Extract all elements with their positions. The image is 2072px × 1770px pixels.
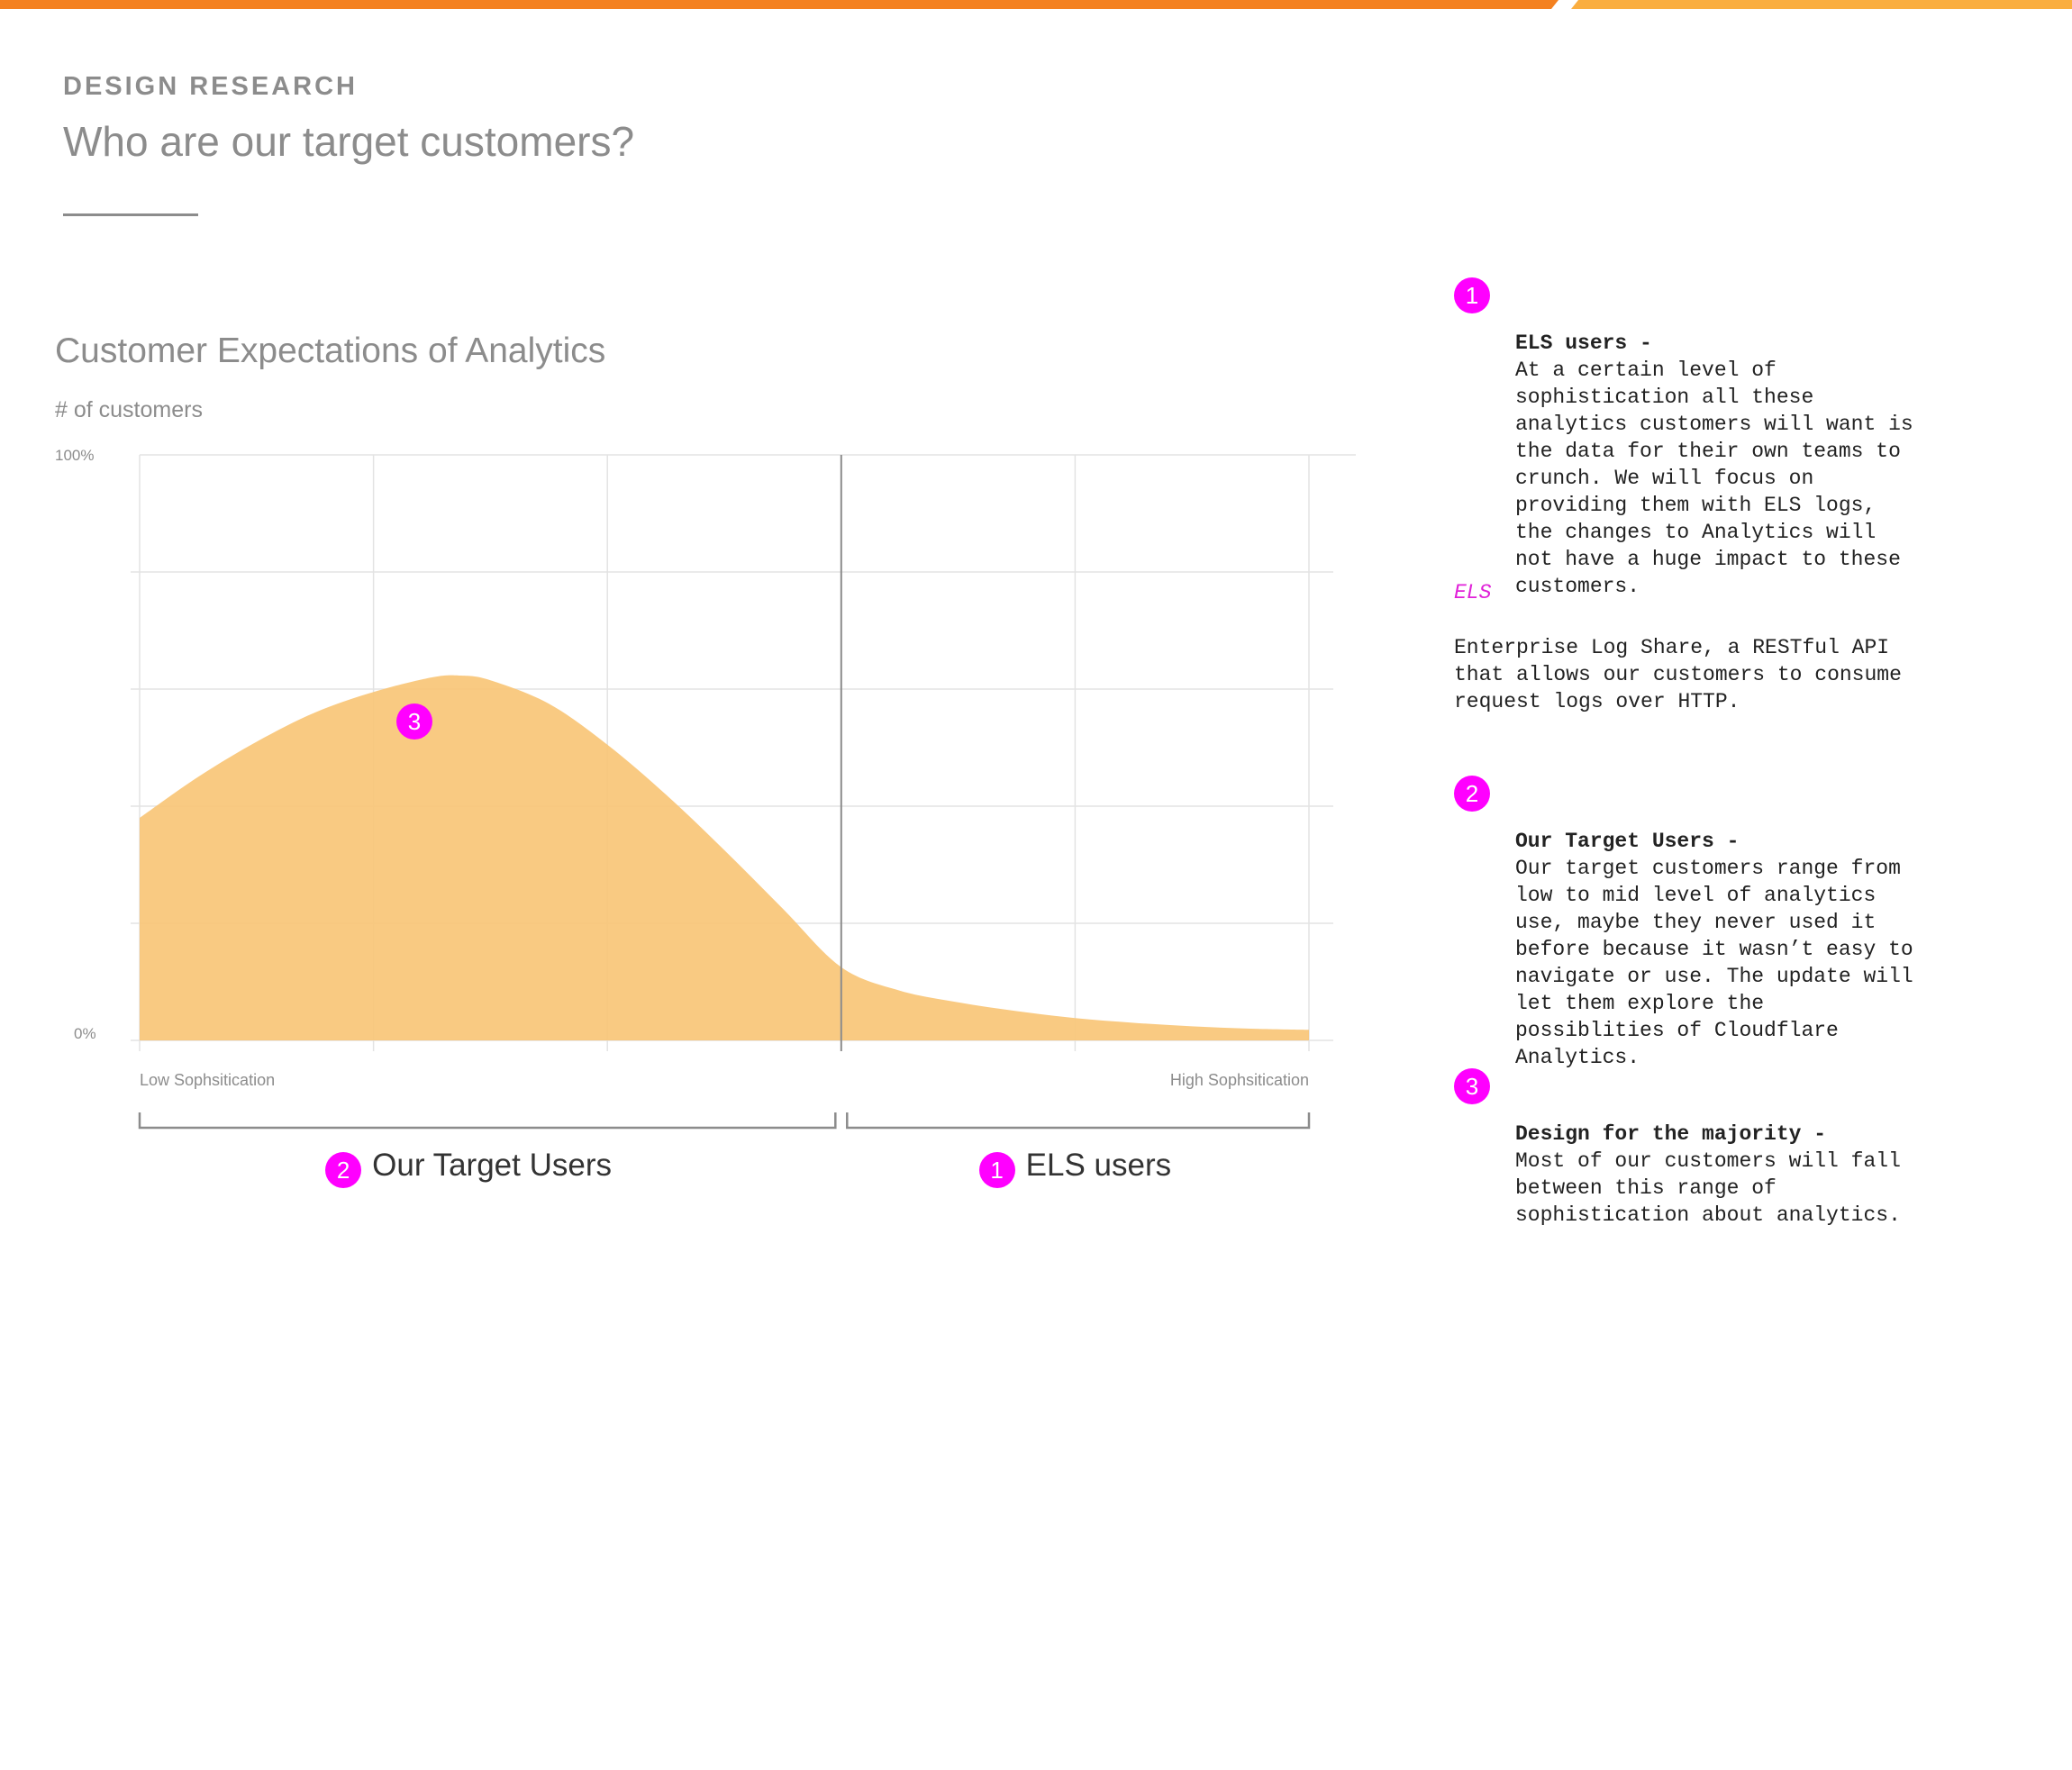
note-heading: Design for the majority - — [1515, 1122, 1827, 1146]
range-label: Our Target Users — [372, 1148, 612, 1183]
range-badge: 1 — [978, 1152, 1015, 1188]
top-accent-bar-light — [1571, 0, 2072, 9]
section-eyebrow: DESIGN RESEARCH — [63, 72, 358, 101]
note-body: Design for the majority - Most of our cus… — [1515, 1067, 1993, 1256]
note-heading: Our Target Users - — [1515, 830, 1740, 853]
note-badge: 3 — [1454, 1068, 1490, 1104]
x-tick-label-low: Low Sophsitication — [140, 1071, 275, 1089]
title-underline — [63, 213, 198, 216]
y-tick-label-bottom: 0% — [74, 1025, 96, 1042]
note-body: ELS users - At a certain level of sophist… — [1515, 276, 1993, 627]
note-body: Our Target Users - Our target customers r… — [1515, 774, 1993, 1098]
note-text: At a certain level of sophistication all… — [1515, 359, 1913, 598]
glossary-term: ELS — [1454, 581, 1492, 604]
note-text: Our target customers range from low to m… — [1515, 857, 1913, 1069]
note-badge: 2 — [1454, 776, 1490, 812]
note-heading: ELS users - — [1515, 331, 1652, 355]
x-tick-label-high: High Sophsitication — [1170, 1071, 1309, 1089]
range-badge: 2 — [325, 1152, 362, 1188]
glossary-definition: Enterprise Log Share, a RESTful API that… — [1454, 636, 1902, 713]
range-bracket — [138, 1112, 837, 1130]
note-text: Most of our customers will fall between … — [1515, 1149, 1901, 1227]
range-label: ELS users — [1025, 1148, 1172, 1183]
note-badge: 1 — [1454, 277, 1490, 313]
chart-title: Customer Expectations of Analytics — [55, 331, 606, 370]
top-accent-bar — [0, 0, 2072, 9]
y-tick-label-top: 100% — [55, 447, 94, 464]
distribution-area — [140, 675, 1309, 1040]
top-accent-bar-dark — [0, 0, 1559, 9]
page-title: Who are our target customers? — [63, 118, 635, 165]
y-axis-label: # of customers — [55, 397, 203, 422]
range-bracket — [846, 1112, 1311, 1130]
chart-annotation-badge: 3 — [396, 703, 433, 740]
